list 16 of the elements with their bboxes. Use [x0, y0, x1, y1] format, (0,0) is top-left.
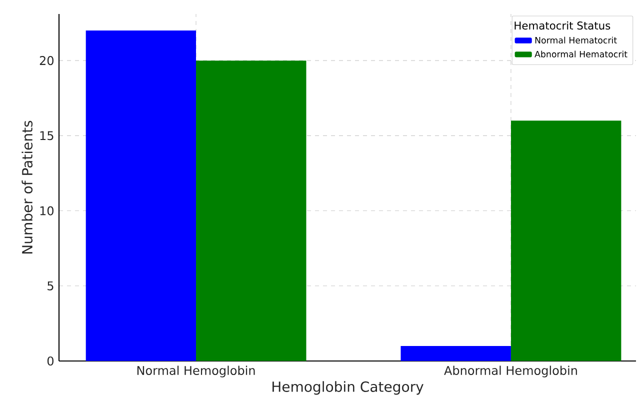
legend-title: Hematocrit Status	[514, 21, 610, 30]
x-tick-label: Abnormal Hemoglobin	[444, 366, 577, 378]
y-tick-label: 20	[40, 56, 54, 66]
y-tick-label: 5	[48, 281, 54, 290]
x-axis-title: Hemoglobin Category	[272, 381, 424, 395]
bar	[400, 346, 511, 361]
y-axis-title: Number of Patients	[22, 120, 33, 254]
x-tick-label: Normal Hemoglobin	[137, 366, 255, 378]
y-tick-label: 15	[40, 131, 54, 140]
bar	[86, 30, 196, 361]
bar	[510, 120, 622, 361]
legend-label: Abnormal Hematocrit	[534, 50, 628, 58]
y-tick-label: 10	[40, 206, 54, 216]
y-tick-label: 0	[47, 356, 54, 366]
legend-label: Normal Hematocrit	[535, 36, 617, 44]
bar	[196, 60, 306, 361]
